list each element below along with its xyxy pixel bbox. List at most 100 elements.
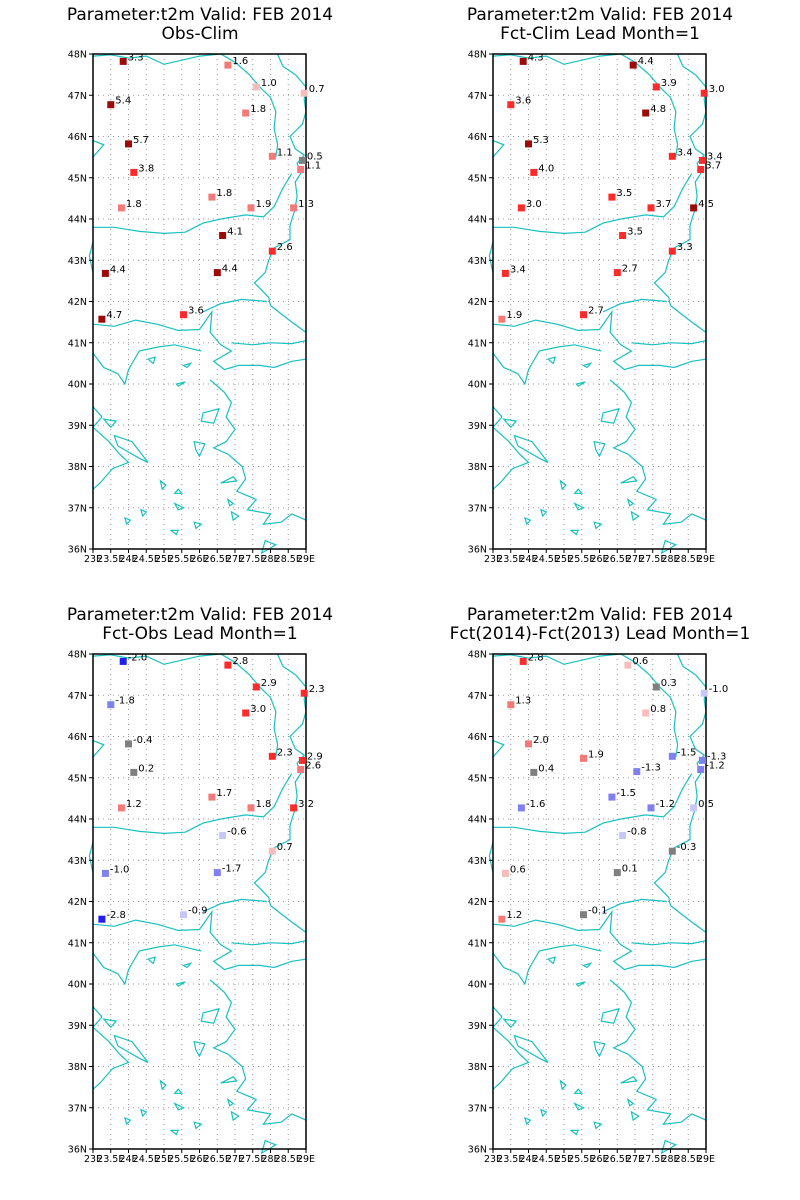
island-outline xyxy=(173,488,184,494)
station-marker xyxy=(119,57,127,65)
lat-tick-label: 42N xyxy=(68,897,87,908)
island-outline xyxy=(523,517,532,526)
station-value-label: 1.6 xyxy=(232,56,248,67)
lon-tick-label: 29E xyxy=(297,554,315,565)
lon-tick-label: 24.5E xyxy=(133,554,160,565)
island-outline xyxy=(173,1102,186,1111)
island-outline xyxy=(102,1018,118,1029)
lat-tick-label: 36N xyxy=(468,1145,487,1156)
lat-tick-label: 41N xyxy=(68,338,87,349)
station-marker xyxy=(125,740,132,748)
station-value-label: 0.2 xyxy=(138,763,154,774)
coastline xyxy=(488,653,707,1155)
station-marker xyxy=(219,832,227,839)
map-panel-fct-clim: Parameter:t2m Valid: FEB 2014 Fct-Clim L… xyxy=(400,0,800,600)
station-value-label: 1.0 xyxy=(261,78,277,89)
island-outline xyxy=(593,521,603,530)
station-value-label: 0.3 xyxy=(661,678,677,689)
station-marker xyxy=(619,832,627,839)
station-value-label: 3.4 xyxy=(510,264,526,275)
station-marker xyxy=(668,247,676,255)
coastline-segment xyxy=(620,653,679,758)
station-map: 48N47N46N45N44N43N42N41N40N39N38N37N36N2… xyxy=(468,650,728,1166)
lon-tick-label: 25E xyxy=(155,554,173,565)
station-value-label: 3.4 xyxy=(707,151,723,162)
station-marker xyxy=(517,204,525,212)
lon-tick-label: 29E xyxy=(297,1154,315,1165)
coastline-segment xyxy=(492,653,621,665)
lat-tick-label: 41N xyxy=(68,938,87,949)
coastline-segment xyxy=(609,379,707,525)
station-marker xyxy=(107,701,115,709)
panel-title: Parameter:t2m Valid: FEB 2014 xyxy=(66,5,334,25)
lat-tick-label: 45N xyxy=(68,773,87,784)
panel-subtitle: Obs-Clim xyxy=(161,24,239,44)
station-value-label: -0.8 xyxy=(627,827,647,838)
station-value-label: 1.3 xyxy=(298,199,314,210)
coastline-segment xyxy=(220,653,279,758)
lon-tick-label: 23E xyxy=(484,554,502,565)
coastline-segment xyxy=(253,653,307,933)
station-marker xyxy=(517,804,525,812)
station-value-label: 2.8 xyxy=(528,652,544,663)
island-outline xyxy=(200,1007,220,1024)
lon-tick-label: 28E xyxy=(261,1154,279,1165)
station-marker xyxy=(700,89,708,97)
station-value-label: -1.8 xyxy=(115,696,135,707)
station-marker xyxy=(519,57,527,65)
station-marker xyxy=(698,156,706,164)
lat-tick-label: 43N xyxy=(68,256,87,267)
lon-tick-label: 28.5E xyxy=(275,554,302,565)
lat-tick-label: 41N xyxy=(468,338,487,349)
coastline-segment xyxy=(492,53,621,65)
island-outline xyxy=(502,418,518,429)
island-outline xyxy=(575,981,586,987)
station-value-label: 2.3 xyxy=(309,684,325,695)
station-value-label: 2.7 xyxy=(622,264,638,275)
lon-tick-label: 27E xyxy=(226,554,244,565)
station-value-label: -1.5 xyxy=(677,747,697,758)
station-marker xyxy=(290,204,298,212)
lat-tick-label: 39N xyxy=(68,1021,87,1032)
coastline-segment xyxy=(492,1006,530,1090)
station-value-label: 1.9 xyxy=(256,199,272,210)
station-marker xyxy=(208,193,216,201)
coastline xyxy=(488,53,707,555)
island-outline xyxy=(230,510,240,522)
station-value-label: 1.1 xyxy=(277,147,293,158)
lon-tick-label: 26E xyxy=(590,1154,608,1165)
station-marker xyxy=(98,315,106,323)
station-value-label: 5.3 xyxy=(533,135,549,146)
station-marker xyxy=(219,232,227,239)
lat-tick-label: 44N xyxy=(68,215,87,226)
island-outline xyxy=(181,962,193,969)
station-value-label: 3.6 xyxy=(188,306,204,317)
station-marker xyxy=(647,804,655,812)
station-value-label: 0.7 xyxy=(277,842,293,853)
station-marker xyxy=(697,766,705,773)
coastline-segment xyxy=(88,241,94,273)
station-marker xyxy=(498,315,506,323)
station-marker xyxy=(507,101,515,109)
lon-tick-label: 26.5E xyxy=(604,554,631,565)
lon-tick-label: 28E xyxy=(661,554,679,565)
coastline-segment xyxy=(92,909,307,971)
station-marker xyxy=(697,166,705,173)
station-value-label: -1.2 xyxy=(656,799,676,810)
lat-tick-label: 47N xyxy=(468,691,487,702)
coastline-segment xyxy=(602,898,667,913)
coastline xyxy=(88,653,307,1155)
station-value-label: 3.7 xyxy=(656,199,672,210)
station-marker xyxy=(642,709,650,717)
island-outline xyxy=(260,1139,278,1155)
island-outline xyxy=(539,508,548,518)
coastline-segment xyxy=(631,940,707,946)
station-value-label: 1.1 xyxy=(305,161,321,172)
coastline-segment xyxy=(92,740,105,758)
coastline-segment xyxy=(92,344,202,386)
station-value-label: 0.1 xyxy=(622,864,638,875)
station-value-label: 1.2 xyxy=(126,799,142,810)
panel-title: Parameter:t2m Valid: FEB 2014 xyxy=(466,605,734,625)
station-value-label: 0.7 xyxy=(309,84,325,95)
lat-tick-label: 43N xyxy=(68,856,87,867)
